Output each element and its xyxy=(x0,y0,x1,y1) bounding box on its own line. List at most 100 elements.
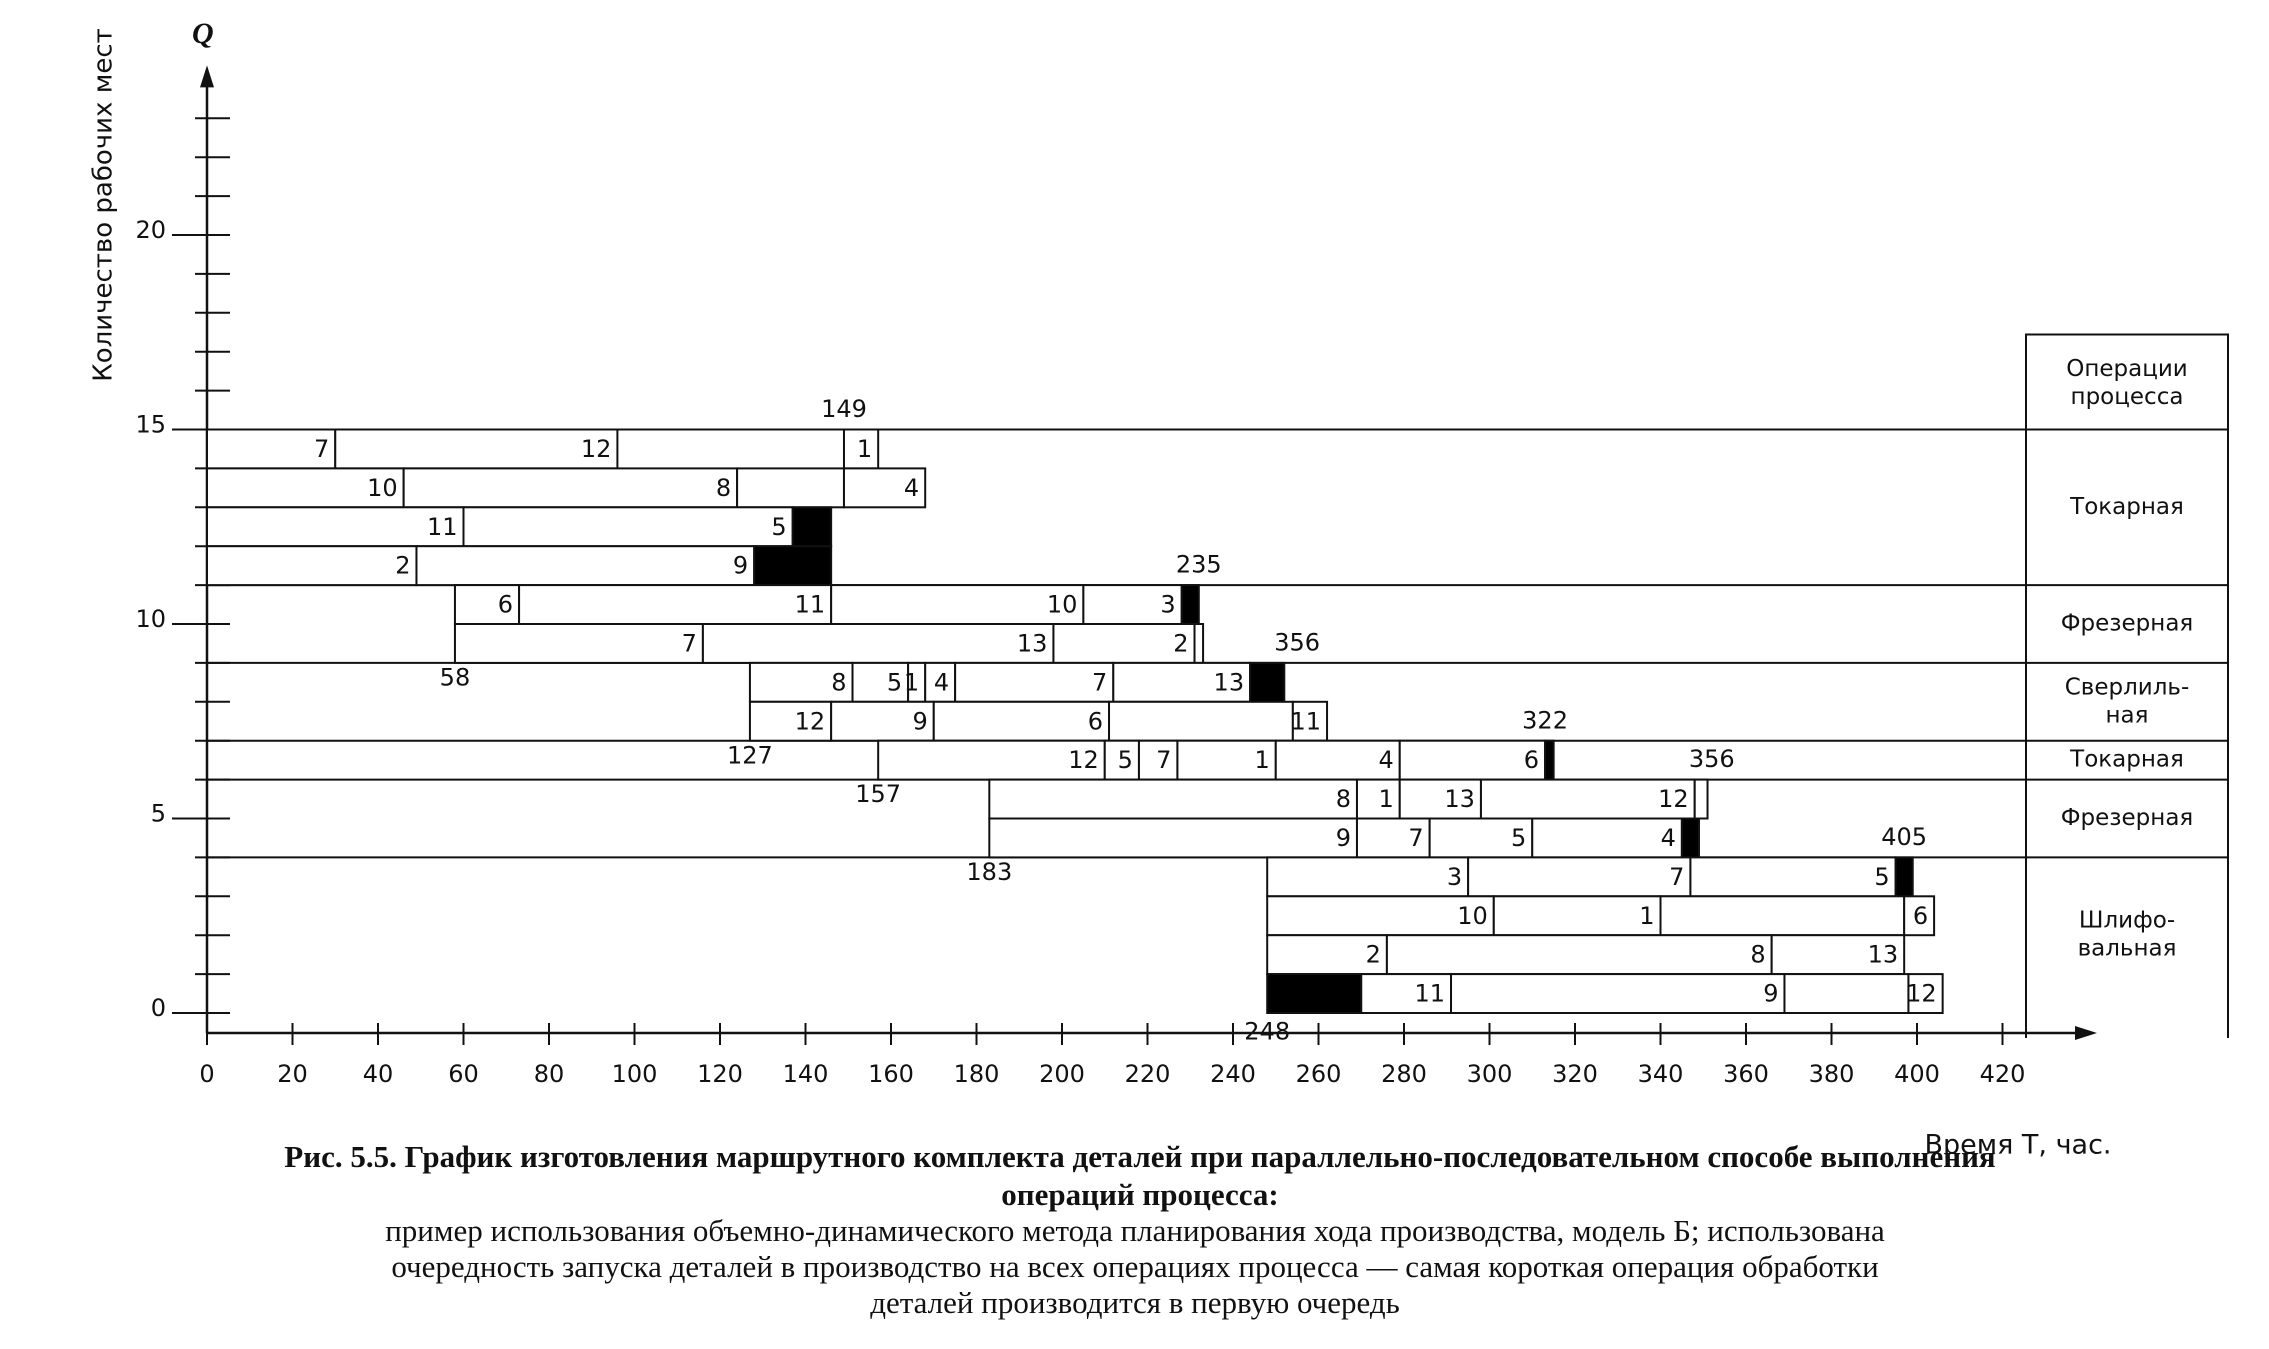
operation-segment xyxy=(1903,895,1936,937)
y-arrow xyxy=(200,65,214,88)
y-tick-label: 15 xyxy=(135,411,166,439)
part-label: 7 xyxy=(682,629,697,657)
x-tick-label: 400 xyxy=(1894,1060,1940,1088)
x-tick-label: 320 xyxy=(1552,1060,1598,1088)
caption-text: очередность запуска деталей в производст… xyxy=(391,1249,1878,1284)
x-tick-label: 140 xyxy=(783,1060,829,1088)
time-annotation: 322 xyxy=(1522,706,1568,734)
operation-segment xyxy=(988,778,1358,820)
part-label: 12 xyxy=(1068,746,1099,774)
table-header: процесса xyxy=(2071,384,2184,410)
x-tick-label: 0 xyxy=(199,1060,214,1088)
part-label: 1 xyxy=(1639,902,1654,930)
y-tick-label: 10 xyxy=(135,605,166,633)
operation-segment xyxy=(453,623,704,664)
part-label: 11 xyxy=(795,591,826,619)
operation-segment xyxy=(830,584,1085,625)
part-label: 10 xyxy=(367,474,398,502)
part-label: 13 xyxy=(1444,785,1475,813)
operation-segment xyxy=(462,506,794,548)
operation-segment xyxy=(1659,895,1906,937)
part-label: 10 xyxy=(1457,902,1488,930)
y-axis-label: Количество рабочих мест xyxy=(89,28,119,382)
x-tick-label: 80 xyxy=(534,1060,565,1088)
y-tick-label: 20 xyxy=(135,216,166,244)
x-arrow xyxy=(2075,1026,2097,1040)
part-label: 5 xyxy=(1874,863,1889,891)
part-label: 13 xyxy=(1214,668,1245,696)
operation-name: Фрезерная xyxy=(2061,805,2194,831)
operation-segment xyxy=(1360,973,1453,1014)
operation-name: ная xyxy=(2106,702,2149,728)
y-tick-label: 5 xyxy=(151,800,166,828)
part-label: 9 xyxy=(733,552,748,580)
x-tick-label: 200 xyxy=(1039,1060,1085,1088)
part-label: 13 xyxy=(1017,629,1048,657)
caption-title: Рис. 5.5. График изготовления маршрутног… xyxy=(284,1139,1995,1174)
operation-segment xyxy=(1176,739,1277,781)
operation-segment xyxy=(1492,895,1662,937)
x-tick-label: 360 xyxy=(1723,1060,1769,1088)
part-label: 6 xyxy=(1524,746,1539,774)
x-tick-label: 260 xyxy=(1296,1060,1342,1088)
x-tick-label: 160 xyxy=(868,1060,914,1088)
part-label: 10 xyxy=(1047,591,1078,619)
table-header: Операции xyxy=(2066,356,2188,382)
operation-segment xyxy=(1193,623,1205,664)
operation-segment xyxy=(1108,700,1294,742)
part-label: 5 xyxy=(1511,824,1526,852)
part-label: 9 xyxy=(1336,824,1351,852)
operation-segment xyxy=(1531,817,1683,859)
operation-segment xyxy=(748,700,833,742)
x-tick-label: 220 xyxy=(1125,1060,1171,1088)
part-label: 13 xyxy=(1868,941,1899,969)
x-tick-label: 380 xyxy=(1809,1060,1855,1088)
operation-name: Фрезерная xyxy=(2061,611,2194,637)
operation-segment xyxy=(1693,778,1709,820)
part-label: 6 xyxy=(1088,707,1103,735)
x-tick-label: 240 xyxy=(1210,1060,1256,1088)
time-annotation: 405 xyxy=(1881,823,1927,851)
part-label: 12 xyxy=(1658,785,1689,813)
x-axis-label: Время Т, час. xyxy=(1924,1130,2111,1161)
operation-segment xyxy=(334,428,619,470)
part-label: 7 xyxy=(1408,824,1423,852)
operation-segment xyxy=(402,467,739,509)
part-label: 5 xyxy=(887,668,902,696)
idle-segment xyxy=(1680,817,1700,859)
part-label: 7 xyxy=(1156,746,1171,774)
part-label: 2 xyxy=(395,552,410,580)
part-label: 8 xyxy=(1750,941,1765,969)
part-label: 1 xyxy=(1254,746,1269,774)
operation-segment xyxy=(701,623,1055,664)
caption-title: операций процесса: xyxy=(1001,1177,1279,1212)
operation-segment xyxy=(206,506,465,548)
part-label: 11 xyxy=(1291,707,1322,735)
part-label: 1 xyxy=(857,435,872,463)
operation-segment xyxy=(988,817,1358,859)
operation-segment xyxy=(1266,856,1470,898)
part-label: 2 xyxy=(1173,629,1188,657)
part-label: 12 xyxy=(1906,980,1937,1008)
x-tick-label: 100 xyxy=(612,1060,658,1088)
operation-segment xyxy=(1266,895,1495,937)
part-label: 4 xyxy=(934,668,949,696)
time-annotation: 157 xyxy=(855,780,901,808)
operation-name: Шлифо- xyxy=(2079,908,2175,934)
operation-segment xyxy=(842,467,927,509)
y-tick-label: 0 xyxy=(151,994,166,1022)
operation-segment xyxy=(932,700,1111,742)
x-tick-label: 300 xyxy=(1467,1060,1513,1088)
idle-segment xyxy=(753,545,833,587)
x-tick-label: 40 xyxy=(363,1060,394,1088)
time-annotation: 356 xyxy=(1689,745,1735,773)
operation-segment xyxy=(453,584,521,625)
operation-segment xyxy=(1770,934,1906,976)
time-annotation: 127 xyxy=(727,741,773,769)
part-label: 7 xyxy=(1669,863,1684,891)
operation-segment xyxy=(1398,739,1547,781)
operation-segment xyxy=(1467,856,1692,898)
part-label: 6 xyxy=(498,591,513,619)
time-annotation: 58 xyxy=(440,663,471,691)
